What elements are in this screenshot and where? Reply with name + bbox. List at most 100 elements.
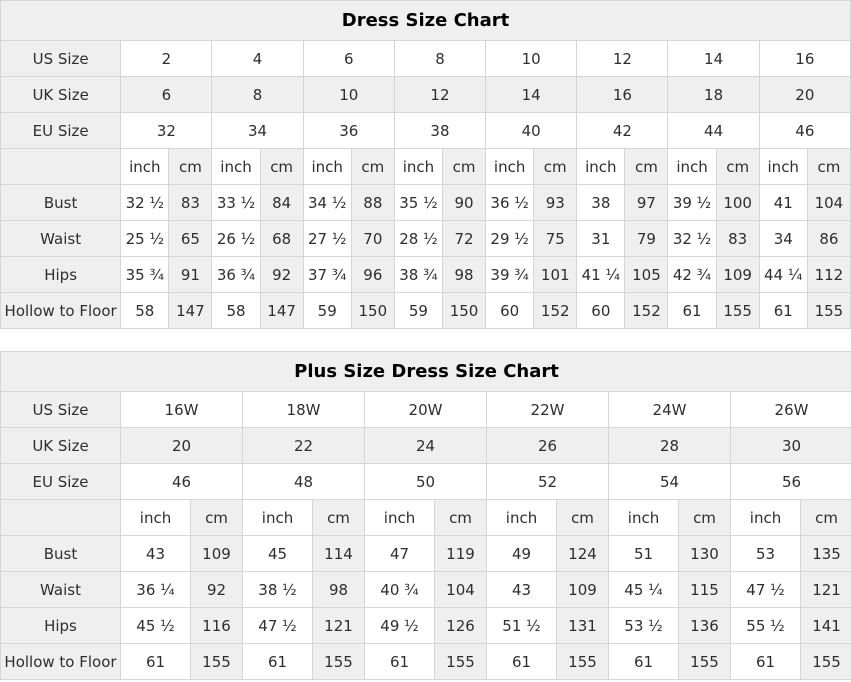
- cm-value-cell: 70: [350, 220, 395, 257]
- cm-value-cell: 152: [624, 292, 669, 329]
- size-system-row: US Size 16W 18W 20W 22W 24W 26W: [0, 391, 851, 428]
- measurement-row: Hollow to Floor 61 155 61 155 61 155 61 155 61 155…: [0, 643, 851, 680]
- cm-value-cell: 114: [312, 535, 365, 572]
- inch-value-cell: 58: [211, 292, 261, 329]
- cm-value-cell: 155: [678, 643, 731, 680]
- inch-value-cell: 39 ¾: [485, 256, 535, 293]
- size-value-cell: 12: [576, 40, 669, 77]
- inch-value-cell: 45: [242, 535, 313, 572]
- inch-value-cell: 34 ½: [302, 184, 352, 221]
- size-value-cell: 24W: [608, 391, 731, 428]
- inch-value-cell: 35 ½: [393, 184, 443, 221]
- cm-value-cell: 155: [556, 643, 609, 680]
- unit-header-inch: inch: [211, 148, 261, 185]
- unit-header-cm: cm: [624, 148, 669, 185]
- row-label: Waist: [0, 220, 122, 257]
- cm-value-cell: 92: [190, 571, 243, 608]
- inch-value-cell: 28 ½: [393, 220, 443, 257]
- inch-value-cell: 53 ½: [608, 607, 679, 644]
- cm-value-cell: 72: [441, 220, 487, 257]
- cm-value-cell: 155: [190, 643, 243, 680]
- size-value-cell: 34: [211, 112, 304, 149]
- unit-header-inch: inch: [242, 499, 313, 536]
- size-value-cell: 50: [364, 463, 487, 500]
- row-label: US Size: [0, 40, 122, 77]
- row-label: Hollow to Floor: [0, 292, 122, 329]
- cm-value-cell: 124: [556, 535, 609, 572]
- inch-value-cell: 47: [364, 535, 435, 572]
- unit-header-inch: inch: [576, 148, 626, 185]
- cm-value-cell: 83: [168, 184, 213, 221]
- inch-value-cell: 61: [364, 643, 435, 680]
- cm-value-cell: 150: [350, 292, 395, 329]
- size-value-cell: 20: [120, 427, 243, 464]
- unit-header-inch: inch: [485, 148, 535, 185]
- cm-value-cell: 135: [799, 535, 851, 572]
- inch-value-cell: 33 ½: [211, 184, 261, 221]
- unit-header-inch: inch: [667, 148, 717, 185]
- size-value-cell: 16: [758, 40, 851, 77]
- cm-value-cell: 91: [168, 256, 213, 293]
- unit-header-inch: inch: [758, 148, 808, 185]
- size-value-cell: 26W: [729, 391, 851, 428]
- cm-value-cell: 79: [624, 220, 669, 257]
- cm-value-cell: 112: [806, 256, 851, 293]
- inch-value-cell: 36 ½: [485, 184, 535, 221]
- cm-value-cell: 98: [312, 571, 365, 608]
- measurement-row: Waist 36 ¼ 92 38 ½ 98 40 ¾ 104 43 109 45 ¼ 115 47 ½…: [0, 571, 851, 608]
- row-label: EU Size: [0, 112, 122, 149]
- inch-value-cell: 61: [486, 643, 557, 680]
- inch-value-cell: 39 ½: [667, 184, 717, 221]
- inch-value-cell: 38 ¾: [393, 256, 443, 293]
- unit-header-inch: inch: [120, 499, 191, 536]
- unit-header-row: inch cm inch cm inch cm inch cm inch cm inch cm inch…: [0, 148, 851, 185]
- cm-value-cell: 92: [259, 256, 304, 293]
- size-value-cell: 30: [729, 427, 851, 464]
- inch-value-cell: 61: [667, 292, 717, 329]
- unit-header-cm: cm: [434, 499, 487, 536]
- cm-value-cell: 155: [806, 292, 851, 329]
- inch-value-cell: 34: [758, 220, 808, 257]
- inch-value-cell: 47 ½: [730, 571, 801, 608]
- inch-value-cell: 26 ½: [211, 220, 261, 257]
- cm-value-cell: 155: [715, 292, 760, 329]
- row-label: EU Size: [0, 463, 121, 500]
- unit-header-inch: inch: [608, 499, 679, 536]
- row-label: US Size: [0, 391, 121, 428]
- size-value-cell: 22: [242, 427, 365, 464]
- size-value-cell: 10: [302, 76, 395, 113]
- inch-value-cell: 55 ½: [730, 607, 801, 644]
- size-value-cell: 12: [393, 76, 487, 113]
- cm-value-cell: 105: [624, 256, 669, 293]
- size-value-cell: 10: [485, 40, 578, 77]
- size-system-row: UK Size 6 8 10 12 14 16 18 20: [0, 76, 851, 113]
- size-system-row: US Size 2 4 6 8 10 12 14 16: [0, 40, 851, 77]
- inch-value-cell: 35 ¾: [120, 256, 170, 293]
- cm-value-cell: 130: [678, 535, 731, 572]
- inch-value-cell: 38 ½: [242, 571, 313, 608]
- inch-value-cell: 40 ¾: [364, 571, 435, 608]
- size-value-cell: 40: [485, 112, 578, 149]
- size-value-cell: 48: [242, 463, 365, 500]
- unit-header-inch: inch: [486, 499, 557, 536]
- cm-value-cell: 121: [799, 571, 851, 608]
- size-value-cell: 8: [211, 76, 304, 113]
- cm-value-cell: 104: [434, 571, 487, 608]
- inch-value-cell: 41 ¼: [576, 256, 626, 293]
- chart-title-row: Plus Size Dress Size Chart: [0, 351, 851, 392]
- cm-value-cell: 93: [533, 184, 578, 221]
- row-label: Hips: [0, 607, 121, 644]
- size-value-cell: 8: [393, 40, 487, 77]
- inch-value-cell: 49: [486, 535, 557, 572]
- size-value-cell: 26: [486, 427, 609, 464]
- cm-value-cell: 90: [441, 184, 487, 221]
- empty-label-cell: [0, 148, 122, 185]
- unit-header-cm: cm: [190, 499, 243, 536]
- cm-value-cell: 121: [312, 607, 365, 644]
- cm-value-cell: 109: [556, 571, 609, 608]
- row-label: Bust: [0, 535, 121, 572]
- cm-value-cell: 96: [350, 256, 395, 293]
- chart-title-row: Dress Size Chart: [0, 0, 851, 41]
